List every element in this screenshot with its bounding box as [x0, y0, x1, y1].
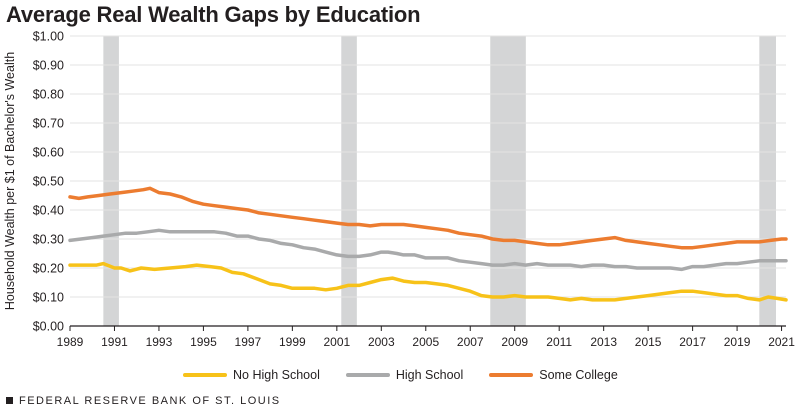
source-text: FEDERAL RESERVE BANK OF ST. LOUIS	[19, 395, 281, 407]
x-tick-label-6: 2001	[323, 335, 350, 349]
legend-item-high-school: High School	[345, 368, 464, 382]
y-tick-labels: $0.00 $0.10 $0.20 $0.30 $0.40 $0.50 $0.60 $0.70…	[33, 30, 64, 334]
series-line-some-college	[68, 186, 788, 250]
x-tick-labels: 1989 1991 1993 1995 1997 1999 2001 2003 2005 2007…	[57, 335, 796, 349]
x-tick-label-2: 1993	[146, 335, 173, 349]
x-tick-label-4: 1997	[235, 335, 262, 349]
legend-item-some-college: Some College	[489, 368, 618, 382]
y-tick-label-7: $0.70	[33, 117, 64, 131]
x-tick-label-11: 2011	[546, 335, 572, 349]
axes	[69, 325, 786, 331]
x-tick-label-12: 2013	[590, 335, 617, 349]
square-icon	[6, 397, 13, 404]
series-line-no-high-school	[68, 261, 788, 302]
x-tick-label-0: 1989	[57, 335, 84, 349]
y-tick-label-0: $0.00	[33, 320, 64, 334]
x-tick-label-9: 2007	[457, 335, 484, 349]
x-tick-label-10: 2009	[501, 335, 528, 349]
x-tick-label-13: 2015	[635, 335, 662, 349]
series-line-high-school	[68, 228, 788, 272]
y-tick-label-8: $0.80	[33, 88, 64, 102]
legend: No High School High School Some College	[183, 368, 618, 382]
legend-label-no-high-school: No High School	[233, 368, 320, 382]
x-tick-label-3: 1995	[190, 335, 217, 349]
chart-title: Average Real Wealth Gaps by Education	[6, 2, 421, 27]
x-tick-label-1: 1991	[101, 335, 128, 349]
legend-label-high-school: High School	[395, 368, 464, 382]
y-tick-label-10: $1.00	[33, 30, 64, 44]
x-tick-label-7: 2003	[368, 335, 395, 349]
x-tick-label-5: 1999	[279, 335, 306, 349]
y-tick-label-1: $0.10	[33, 291, 64, 305]
y-tick-label-3: $0.30	[33, 233, 64, 247]
x-tick-label-15: 2019	[724, 335, 751, 349]
y-tick-label-5: $0.50	[33, 175, 64, 189]
y-tick-label-2: $0.20	[33, 262, 64, 276]
y-tick-label-4: $0.40	[33, 204, 64, 218]
legend-swatch-high-school	[345, 373, 390, 377]
legend-item-no-high-school: No High School	[183, 368, 320, 382]
x-tick-label-14: 2017	[679, 335, 706, 349]
legend-label-some-college: Some College	[539, 368, 618, 382]
x-tick-label-8: 2005	[412, 335, 439, 349]
line-chart: $0.00 $0.10 $0.20 $0.30 $0.40 $0.50 $0.60 $0.70…	[33, 30, 796, 350]
y-tick-label-6: $0.60	[33, 146, 64, 160]
legend-swatch-no-high-school	[183, 373, 227, 377]
legend-swatch-some-college	[489, 373, 534, 377]
x-tick-label-16: 2021	[768, 335, 795, 349]
source-note: FEDERAL RESERVE BANK OF ST. LOUIS	[6, 395, 281, 407]
series-lines	[68, 186, 788, 302]
y-tick-label-9: $0.90	[33, 59, 64, 73]
